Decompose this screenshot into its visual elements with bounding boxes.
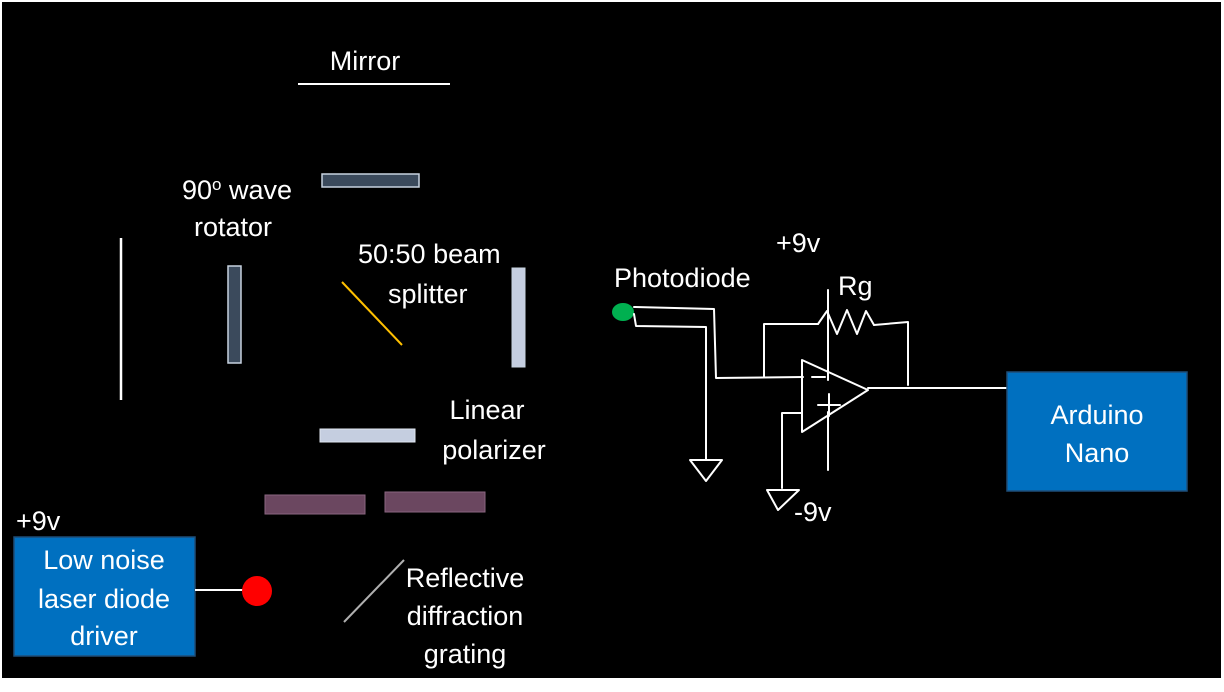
ground-symbol-left xyxy=(689,459,723,482)
linear-polarizer-label-line1: Linear xyxy=(449,395,524,425)
grating-label-line2: diffraction xyxy=(407,601,524,631)
grating-label-line1: Reflective xyxy=(406,563,525,593)
rg-label: Rg xyxy=(838,271,873,301)
arduino-line1: Arduino xyxy=(1050,400,1143,430)
right-mirror xyxy=(511,267,526,368)
wave-rotator-wave: wave xyxy=(222,175,293,205)
negative-supply-label: -9v xyxy=(794,497,832,527)
amplifier-circuit xyxy=(633,289,1008,511)
laser-diode xyxy=(242,576,272,606)
laser-driver-line1: Low noise xyxy=(43,545,165,575)
wave-rotator-label-line1: 90o wave xyxy=(182,175,292,205)
diffraction-grating-line xyxy=(343,559,405,623)
wave-rotator-90: 90 xyxy=(182,175,212,205)
laser-driver-line2: laser diode xyxy=(38,584,170,614)
mirror-label: Mirror xyxy=(330,46,400,76)
top-mirror xyxy=(321,173,420,188)
photodiode-label: Photodiode xyxy=(614,263,751,293)
wave-rotator-element xyxy=(227,265,242,364)
photodiode-signal-wire xyxy=(633,306,804,379)
arduino-nano-box xyxy=(1006,371,1188,492)
wave-rotator-label-line2: rotator xyxy=(194,212,272,242)
beam-splitter-label-line1: 50:50 beam xyxy=(358,239,501,269)
linear-polarizer-label-line2: polarizer xyxy=(442,435,546,465)
beam-splitter xyxy=(341,281,403,346)
diagram-background xyxy=(2,2,1221,678)
arduino-line2: Nano xyxy=(1065,438,1130,468)
grating-bar-right xyxy=(384,491,486,513)
laser-driver-line3: driver xyxy=(70,621,138,651)
photodiode xyxy=(612,303,634,321)
op-amp xyxy=(801,359,869,433)
plus-input-ground-wire xyxy=(781,412,803,489)
ground-symbol-right xyxy=(766,489,800,511)
laser-diode-driver-box xyxy=(13,536,196,657)
beam-splitter-label-line2: splitter xyxy=(388,279,468,309)
rg-resistor xyxy=(817,309,875,335)
feedback-right-wire xyxy=(873,321,909,386)
driver-supply-label: +9v xyxy=(16,506,61,536)
positive-supply-label: +9v xyxy=(776,228,821,258)
wave-rotator-degree: o xyxy=(212,175,221,194)
grating-label-line3: grating xyxy=(424,639,507,669)
feedback-left-wire xyxy=(763,323,819,378)
linear-polarizer xyxy=(319,428,416,443)
grating-bar-left xyxy=(264,494,366,515)
photodiode-ground-wire xyxy=(633,313,707,461)
